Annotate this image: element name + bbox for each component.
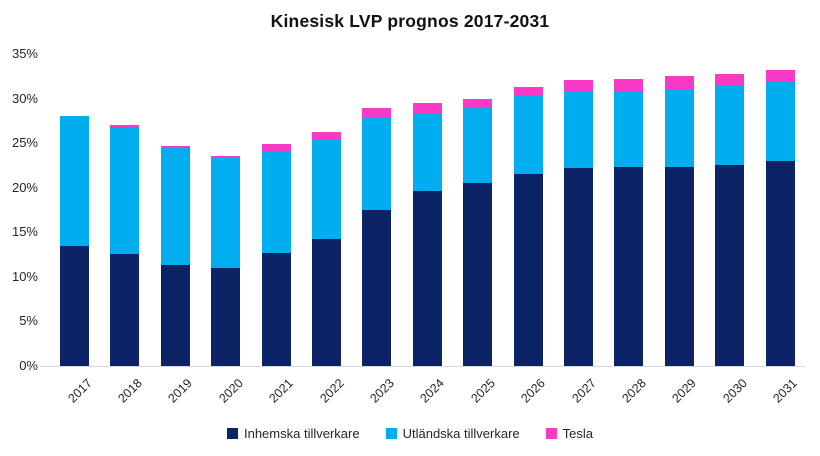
- legend-item-inhemska-tillverkare: Inhemska tillverkare: [226, 426, 360, 441]
- y-axis-tick-label: 10%: [11, 268, 38, 284]
- bar-segment-tesla-2028: [614, 78, 644, 91]
- bar-column-2028: [614, 78, 644, 366]
- x-axis-tick-label-2022: 2022: [316, 376, 347, 406]
- legend-label: Utländska tillverkare: [402, 426, 520, 441]
- bar-segment-inhemska-tillverkare-2028: [614, 167, 644, 366]
- x-axis-tick-label-2029: 2029: [669, 376, 700, 406]
- bar-segment-utl-ndska-tillverkare-2025: [463, 107, 493, 184]
- bar-segment-utl-ndska-tillverkare-2021: [261, 152, 291, 253]
- x-axis-tick-label-2019: 2019: [165, 376, 196, 406]
- legend-item-tesla: Tesla: [545, 426, 593, 441]
- bar-segment-tesla-2025: [463, 98, 493, 108]
- x-axis-tick-label-2021: 2021: [266, 376, 296, 406]
- bar-segment-inhemska-tillverkare-2024: [412, 191, 442, 366]
- bar-segment-tesla-2018: [110, 125, 140, 128]
- legend-swatch-icon: [385, 428, 397, 439]
- bar-segment-inhemska-tillverkare-2031: [765, 160, 795, 366]
- bar-segment-inhemska-tillverkare-2030: [715, 164, 745, 366]
- legend-label: Inhemska tillverkare: [243, 426, 360, 441]
- bar-segment-utl-ndska-tillverkare-2019: [160, 147, 190, 266]
- x-axis-tick-label-2024: 2024: [417, 376, 448, 406]
- bar-segment-utl-ndska-tillverkare-2022: [312, 139, 341, 239]
- bar-column-2030: [715, 73, 745, 366]
- bar-segment-utl-ndska-tillverkare-2031: [765, 81, 795, 161]
- y-axis-tick-label: 5%: [19, 313, 38, 329]
- legend: Inhemska tillverkare Utländska tillverkar…: [0, 426, 820, 441]
- bar-column-2023: [362, 107, 392, 366]
- x-axis-tick-label-2020: 2020: [216, 376, 246, 406]
- bar-segment-inhemska-tillverkare-2022: [312, 238, 341, 366]
- x-axis-tick-label-2018: 2018: [115, 376, 145, 406]
- bar-segment-inhemska-tillverkare-2025: [463, 183, 493, 366]
- bar-segment-utl-ndska-tillverkare-2026: [513, 95, 543, 175]
- bar-segment-inhemska-tillverkare-2019: [160, 265, 190, 366]
- legend-swatch-icon: [226, 428, 238, 439]
- bar-segment-utl-ndska-tillverkare-2018: [110, 127, 140, 254]
- bar-segment-tesla-2021: [261, 144, 291, 153]
- bar-segment-tesla-2022: [312, 131, 341, 140]
- bar-column-2022: [312, 131, 341, 366]
- x-axis-tick-label-2028: 2028: [619, 376, 649, 406]
- bar-segment-tesla-2024: [412, 103, 442, 114]
- x-axis-line: [40, 366, 805, 367]
- bar-column-2029: [664, 76, 694, 366]
- legend-item-utl-ndska-tillverkare: Utländska tillverkare: [385, 426, 520, 441]
- bar-column-2031: [765, 70, 795, 366]
- bar-segment-utl-ndska-tillverkare-2020: [211, 158, 241, 268]
- bar-column-2025: [463, 98, 493, 366]
- bar-segment-tesla-2027: [564, 79, 593, 91]
- bar-segment-tesla-2020: [211, 155, 241, 159]
- bar-segment-tesla-2023: [362, 107, 392, 118]
- bar-segment-inhemska-tillverkare-2023: [362, 210, 392, 366]
- y-axis-tick-label: 20%: [11, 179, 38, 195]
- bar-column-2021: [261, 144, 291, 366]
- bar-segment-inhemska-tillverkare-2018: [110, 253, 140, 366]
- bar-segment-utl-ndska-tillverkare-2030: [715, 86, 745, 165]
- plot-area: 0% 5% 10% 15% 20% 25% 30% 35%: [12, 46, 805, 373]
- bar-segment-utl-ndska-tillverkare-2029: [664, 88, 694, 168]
- x-axis-tick-label-2030: 2030: [720, 376, 750, 406]
- bar-column-2018: [110, 125, 140, 366]
- bar-segment-inhemska-tillverkare-2021: [261, 252, 291, 366]
- y-axis-tick-label: 15%: [11, 224, 38, 240]
- bar-segment-tesla-2031: [765, 70, 795, 82]
- legend-swatch-icon: [545, 428, 557, 439]
- y-axis-tick-label: 30%: [11, 90, 38, 106]
- bar-segment-utl-ndska-tillverkare-2017: [60, 116, 89, 246]
- bar-segment-inhemska-tillverkare-2020: [211, 267, 241, 366]
- bar-segment-tesla-2026: [513, 87, 543, 96]
- x-axis-tick-label-2026: 2026: [518, 376, 548, 406]
- x-axis-tick-label-2023: 2023: [367, 376, 397, 406]
- bar-segment-inhemska-tillverkare-2029: [664, 167, 694, 366]
- bar-segment-utl-ndska-tillverkare-2028: [614, 90, 644, 168]
- x-axis-tick-label-2031: 2031: [770, 376, 800, 406]
- x-axis-tick-label-2017: 2017: [64, 376, 95, 406]
- x-axis-tick-label-2025: 2025: [468, 376, 498, 406]
- bar-segment-inhemska-tillverkare-2017: [60, 245, 89, 366]
- legend-label: Tesla: [562, 426, 593, 441]
- bar-segment-tesla-2030: [715, 73, 745, 87]
- bar-segment-tesla-2019: [160, 145, 190, 148]
- bar-segment-inhemska-tillverkare-2027: [564, 168, 593, 366]
- bar-segment-inhemska-tillverkare-2026: [513, 174, 543, 366]
- bar-column-2017: [60, 116, 89, 366]
- bar-column-2027: [564, 79, 593, 366]
- y-axis-tick-label: 25%: [11, 135, 38, 151]
- y-axis-tick-label: 35%: [11, 46, 38, 61]
- x-axis-tick-label-2027: 2027: [568, 376, 599, 406]
- bar-segment-utl-ndska-tillverkare-2024: [412, 113, 442, 192]
- chart-title: Kinesisk LVP prognos 2017-2031: [270, 11, 550, 31]
- bar-column-2019: [160, 145, 190, 366]
- bar-segment-tesla-2029: [664, 76, 694, 89]
- bar-column-2024: [412, 103, 442, 366]
- bar-column-2020: [211, 155, 241, 366]
- bar-segment-utl-ndska-tillverkare-2027: [564, 90, 593, 169]
- bar-column-2026: [513, 87, 543, 366]
- bar-segment-utl-ndska-tillverkare-2023: [362, 117, 392, 210]
- y-axis-tick-label: 0%: [19, 358, 38, 373]
